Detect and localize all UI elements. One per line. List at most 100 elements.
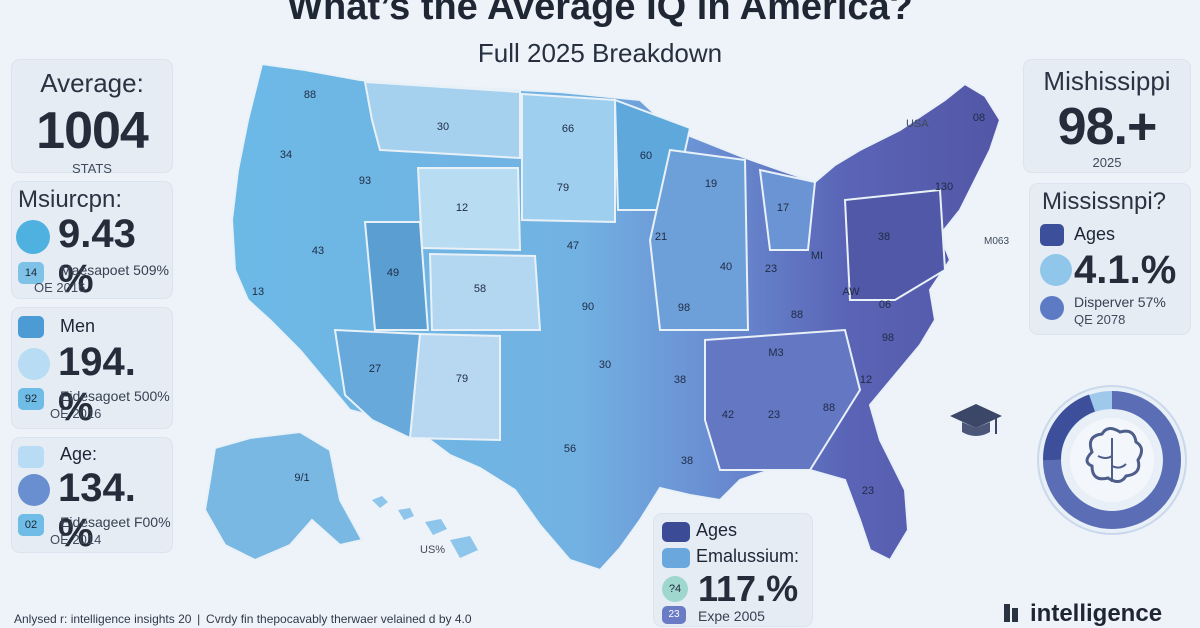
stat2-circle-icon xyxy=(16,220,50,254)
stat4-label: Age: xyxy=(60,444,98,464)
stat3-note-badge: 92 xyxy=(18,388,44,410)
mississippi-stats-label: Mississnpi? xyxy=(1042,188,1167,215)
mississippi-value: 98.+ xyxy=(1057,98,1158,156)
state-value-label: 17 xyxy=(777,202,789,214)
state-value-label: 88 xyxy=(304,89,316,101)
state-value-label: 13 xyxy=(252,286,264,298)
brain-ring-icon xyxy=(1037,385,1187,535)
state-value-label: 98 xyxy=(678,302,690,314)
graduation-cap-icon xyxy=(950,404,1002,436)
mississippi-ages-label: Ages xyxy=(1074,224,1116,244)
bottom-emal-label: Emalussium: xyxy=(696,546,800,566)
brand-logo-icon-2 xyxy=(1012,608,1018,622)
state-value-label: 79 xyxy=(456,373,468,385)
state-value-label: 38 xyxy=(681,455,693,467)
state-value-label: 9/1 xyxy=(294,472,309,484)
region-dakotas xyxy=(521,92,616,224)
bottom-note: Expe 2005 xyxy=(698,608,765,624)
footer-text: Anlysed r: intelligence insights 20 | Cv… xyxy=(14,612,472,626)
bottom-ages-label: Ages xyxy=(696,520,738,540)
stat3-value: 194. % xyxy=(58,340,136,429)
mississippi-stats-value: 4.1.% xyxy=(1074,248,1177,292)
state-value-label: 47 xyxy=(567,240,579,252)
state-value-label: 30 xyxy=(437,121,449,133)
state-value-label: 27 xyxy=(369,363,381,375)
usa-label-top: USA xyxy=(906,118,929,130)
state-value-label: 98 xyxy=(882,332,894,344)
stat3-square-icon xyxy=(18,316,44,338)
average-card: Average: 1004 STATS xyxy=(12,60,172,176)
state-value-label: 30 xyxy=(599,359,611,371)
region-south xyxy=(704,328,862,471)
mississippi-label: Mishissippi xyxy=(1043,66,1171,96)
mississippi-circle-icon xyxy=(1040,254,1072,286)
state-value-label: 34 xyxy=(280,149,292,161)
state-value-label: 90 xyxy=(582,301,594,313)
state-value-label: 93 xyxy=(359,175,371,187)
page-subtitle: Full 2025 Breakdown xyxy=(477,38,723,68)
stat-card-2: Msiurcpn: 9.43 % 14 Maesapoet 509% OE 20… xyxy=(12,182,172,301)
region-midwest xyxy=(648,148,750,331)
state-value-label: 23 xyxy=(862,485,874,497)
state-value-label: 21 xyxy=(655,231,667,243)
state-value-label: 23 xyxy=(768,409,780,421)
average-label: Average: xyxy=(40,68,144,98)
stat4-note: Eidesageet F00% xyxy=(60,514,171,530)
region-montana xyxy=(363,80,521,160)
stat4-note-badge: 02 xyxy=(18,514,44,536)
bottom-emal-icon xyxy=(662,548,690,568)
state-value-label: 43 xyxy=(312,245,324,257)
bottom-badge2: 23 xyxy=(662,606,686,624)
alaska-shape xyxy=(203,430,364,562)
mississippi-ages-icon xyxy=(1040,224,1064,246)
region-colorado xyxy=(428,252,542,331)
region-wyoming xyxy=(416,167,522,252)
state-value-label: 66 xyxy=(562,123,574,135)
bottom-stats-value: 117.% xyxy=(698,568,799,609)
mississippi-small-circle-icon xyxy=(1040,296,1064,320)
usa-label-bottom: US% xyxy=(420,544,446,556)
state-value-label: 38 xyxy=(674,374,686,386)
page-title: What’s the Average IQ in America? xyxy=(287,0,913,28)
state-value-label: 23 xyxy=(765,263,777,275)
stat3-date: OE 2016 xyxy=(50,406,102,421)
mississippi-note-date: QE 2078 xyxy=(1074,312,1126,327)
stat4-square-icon xyxy=(18,446,44,468)
stat3-note: Eidesagoet 500% xyxy=(60,388,170,404)
brand-name: intelligence xyxy=(1030,600,1163,627)
state-value-label: 79 xyxy=(557,182,569,194)
brand-logo-icon xyxy=(1004,604,1010,622)
state-value-label: 88 xyxy=(791,309,803,321)
state-value-label: AW xyxy=(842,286,860,298)
stat3-label: Men xyxy=(60,316,96,336)
side-code-label: M063 xyxy=(984,236,1010,247)
stat2-value: 9.43 % xyxy=(58,212,136,301)
state-value-label: 42 xyxy=(722,409,734,421)
brand-logo xyxy=(1004,602,1024,624)
stat2-note-badge: 14 xyxy=(18,262,44,284)
state-value-label: 40 xyxy=(720,261,732,273)
state-value-label: 56 xyxy=(564,443,576,455)
state-value-label: 12 xyxy=(860,374,872,386)
bottom-badge1: ?4 xyxy=(662,576,688,602)
state-value-label: 12 xyxy=(456,202,468,214)
region-arizona xyxy=(333,328,422,440)
stat4-date: OE 2014 xyxy=(50,532,102,547)
state-value-label: 88 xyxy=(823,402,835,414)
mississippi-date: 2025 xyxy=(1092,155,1122,170)
stat2-note: Maesapoet 509% xyxy=(60,262,169,278)
stat3-circle-icon xyxy=(18,348,50,380)
bottom-stats-card: Ages Emalussium: ?4 117.% 23 Expe 2005 xyxy=(654,514,812,626)
bottom-ages-icon xyxy=(662,522,690,542)
mississippi-note: Disperver 57% xyxy=(1074,294,1166,310)
state-value-label: 08 xyxy=(973,112,985,124)
mississippi-card: Mishissippi 98.+ 2025 xyxy=(1024,60,1190,172)
state-value-label: 130 xyxy=(935,181,953,193)
stat2-date: OE 2016 xyxy=(34,280,86,295)
state-value-label: 58 xyxy=(474,283,486,295)
state-value-label: 60 xyxy=(640,150,652,162)
average-caption: STATS xyxy=(72,161,112,176)
stat-card-3: Men 194. % 92 Eidesagoet 500% OE 2016 xyxy=(12,308,172,429)
region-utah-nevada xyxy=(363,221,430,331)
